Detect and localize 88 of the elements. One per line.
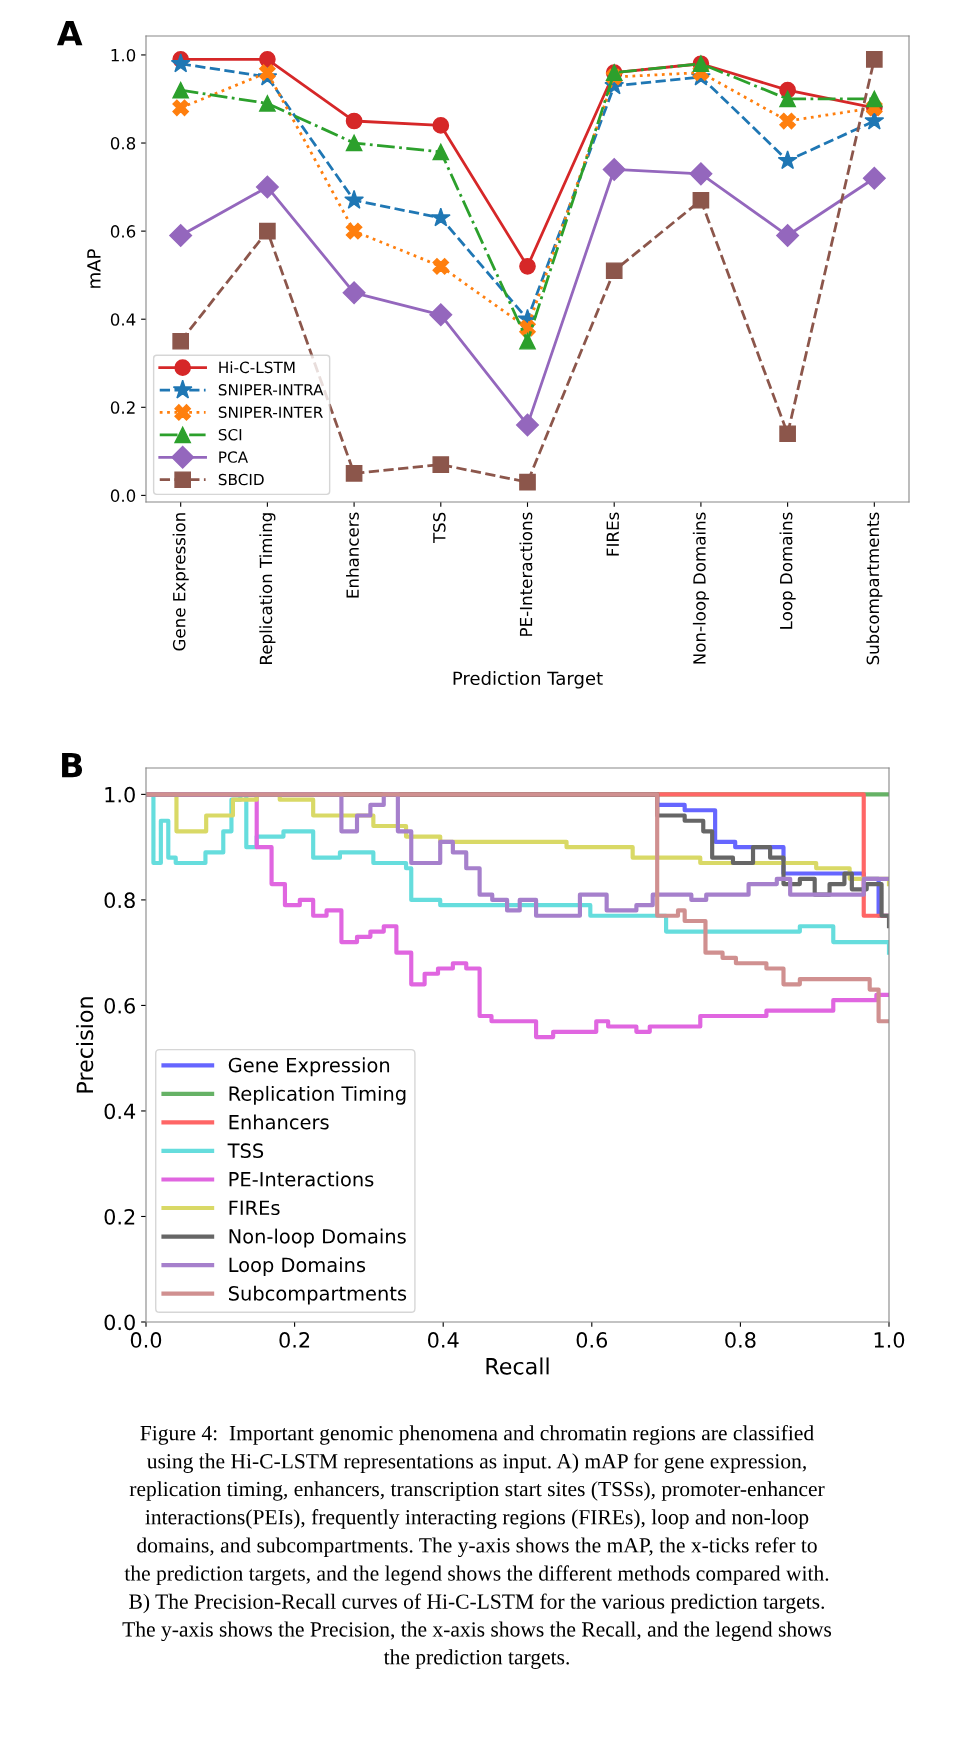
point (172, 81, 190, 99)
point (255, 175, 279, 199)
text: Figure 4: Important genomic phenomena and chromatin regions are classified using the Hi-C-LSTM representations as input. A) mAP for gene expression, replication timing, enhancers, transcription start sites (TSSs), promoter-enhancer interactions(PEIs), frequently interacting regions (FIREs), loop and non-loop domains, and subcompartments. The y-axis shows the mAP, the x-ticks refer to the prediction targets, and the legend shows the different methods compared with. B) The Precision-Recall curves of Hi-C-LSTM for the various prediction targets. The y-axis shows the Precision, the x-axis shows the Recall, and the legend shows the prediction targets. (122, 1425, 832, 1669)
point (259, 222, 276, 240)
x-tick-label: TSS (433, 512, 446, 544)
x-tick-label: Subcompartments (866, 512, 883, 665)
y-tick-label: 0.0 (104, 1314, 135, 1331)
point (777, 150, 798, 170)
point (864, 110, 885, 130)
legend-label: Enhancers (229, 1114, 329, 1130)
y-tick-label: 0.6 (110, 225, 136, 238)
x-tick-label: 0.8 (725, 1332, 756, 1348)
point (172, 99, 190, 117)
x-axis-title: Recall (486, 1357, 549, 1375)
y-tick-label: 1.0 (111, 48, 136, 62)
point (519, 473, 536, 491)
x-tick-label: 0.0 (130, 1332, 162, 1348)
y-tick-label: 0.0 (110, 489, 136, 502)
point (432, 456, 450, 473)
legend-label: TSS (227, 1143, 264, 1159)
legend-label: Non-loop Domains (229, 1228, 406, 1248)
x-tick-label: Replication Timing (259, 513, 276, 664)
point (862, 166, 886, 190)
point (519, 332, 536, 350)
x-tick-label: 0.2 (279, 1332, 310, 1348)
y-tick-label: 0.2 (104, 1208, 135, 1225)
point (170, 53, 191, 73)
point (519, 258, 536, 275)
y-tick-label: 0.6 (104, 997, 135, 1014)
legend-label: SCI (218, 428, 242, 441)
legend-label: SNIPER-INTER (218, 406, 323, 419)
point (692, 191, 710, 209)
x-tick-label: Enhancers (346, 512, 359, 598)
x-tick-label: 0.6 (576, 1332, 608, 1348)
point (602, 157, 626, 181)
y-tick-label: 0.8 (110, 136, 136, 150)
y-tick-label: 0.4 (110, 313, 136, 326)
chart-title: B (62, 752, 83, 778)
y-tick-label: 0.2 (110, 401, 135, 414)
point (776, 224, 800, 248)
y-axis-title: mAP (87, 249, 101, 288)
legend-label: FIREs (229, 1200, 280, 1216)
y-axis-title: Precision (76, 997, 94, 1093)
legend-label: PCA (219, 451, 249, 463)
x-axis-title: Prediction Target (453, 671, 603, 689)
point (344, 189, 365, 209)
legend-label: Hi-C-LSTM (219, 361, 295, 374)
y-tick-label: 0.4 (104, 1103, 136, 1120)
point (779, 90, 796, 108)
point (172, 332, 190, 350)
point (516, 413, 539, 437)
point (865, 90, 883, 108)
legend-label: SNIPER-INTRA (218, 384, 324, 396)
point (345, 465, 363, 482)
point (259, 51, 276, 68)
legend-label: Subcompartments (228, 1285, 407, 1305)
point (779, 425, 796, 443)
x-tick-label: 0.4 (428, 1332, 459, 1348)
x-tick-label: FIREs (606, 512, 620, 556)
point (605, 262, 623, 280)
point (432, 117, 450, 134)
x-tick-label: Non-loop Domains (692, 512, 709, 664)
x-tick-label: Gene Expression (172, 513, 189, 651)
x-tick-label: 1.0 (874, 1332, 905, 1348)
point (430, 207, 451, 227)
point (432, 143, 450, 161)
point (689, 162, 713, 186)
chart-title: A (56, 20, 83, 46)
point (169, 224, 193, 248)
y-tick-label: 0.8 (104, 892, 135, 909)
point (259, 95, 276, 112)
legend-label: Gene Expression (228, 1057, 390, 1077)
point (429, 303, 453, 327)
x-tick-label: Loop Domains (779, 512, 796, 629)
legend-label: PE-Interactions (229, 1171, 374, 1187)
point (345, 134, 363, 152)
point (432, 258, 450, 275)
x-tick-label: PE-Interactions (519, 512, 533, 636)
point (342, 281, 366, 305)
point (345, 222, 363, 240)
legend-label: Replication Timing (229, 1085, 406, 1105)
point (259, 64, 276, 81)
point (779, 112, 796, 130)
y-tick-label: 1.0 (105, 786, 135, 803)
point (865, 51, 883, 68)
legend-label: SBCID (218, 473, 264, 486)
legend-label: Loop Domains (229, 1257, 366, 1276)
point (345, 112, 363, 130)
